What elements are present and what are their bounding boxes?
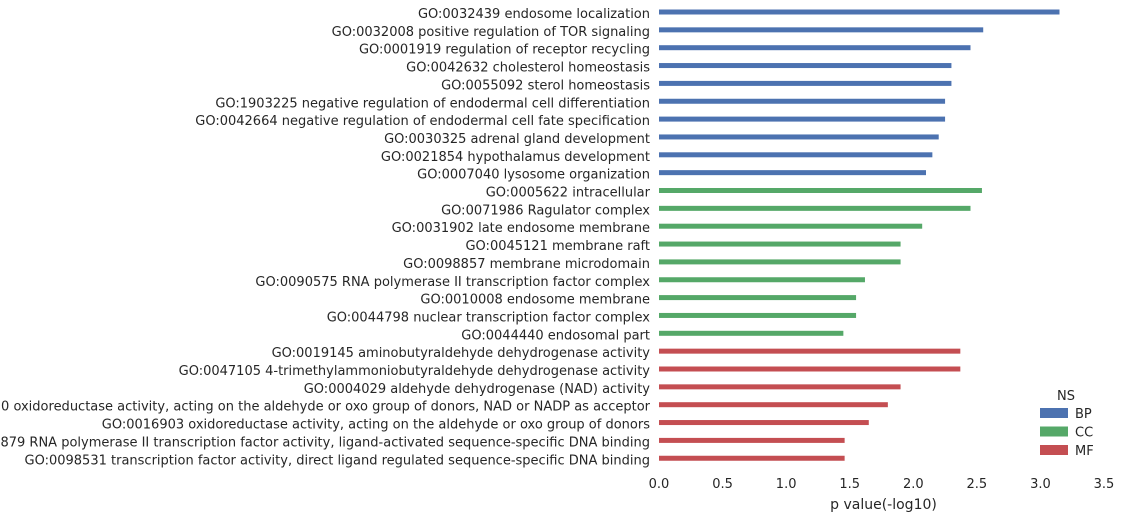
bar-cc-14 bbox=[659, 259, 901, 265]
bar-bp-4 bbox=[659, 80, 952, 86]
category-label: GO:0004879 RNA polymerase II transcripti… bbox=[0, 435, 650, 450]
legend-title: NS bbox=[1057, 389, 1075, 404]
category-label: GO:0007040 lysosome organization bbox=[417, 168, 650, 183]
category-label: GO:0010008 endosome membrane bbox=[420, 293, 650, 308]
category-label: GO:0045121 membrane raft bbox=[465, 239, 650, 254]
bar-cc-13 bbox=[659, 241, 901, 247]
legend-swatch-bp bbox=[1040, 408, 1068, 418]
x-tick-label: 2.0 bbox=[903, 477, 924, 492]
x-tick-label: 2.5 bbox=[967, 477, 988, 492]
category-label: GO:0071986 Ragulator complex bbox=[441, 203, 650, 218]
bar-bp-8 bbox=[659, 152, 933, 158]
bar-mf-25 bbox=[659, 455, 845, 461]
x-tick-label: 1.0 bbox=[776, 477, 797, 492]
bar-mf-19 bbox=[659, 348, 961, 354]
bar-cc-15 bbox=[659, 277, 865, 283]
category-label: GO:0098857 membrane microdomain bbox=[403, 257, 650, 272]
bar-bp-5 bbox=[659, 98, 946, 104]
bar-mf-22 bbox=[659, 402, 888, 408]
bar-mf-21 bbox=[659, 384, 901, 390]
bar-cc-16 bbox=[659, 295, 857, 301]
x-tick-label: 0.5 bbox=[712, 477, 733, 492]
category-label: GO:0016620 oxidoreductase activity, acti… bbox=[0, 400, 651, 415]
bar-bp-7 bbox=[659, 134, 939, 140]
bar-bp-9 bbox=[659, 170, 926, 176]
bar-bp-2 bbox=[659, 45, 971, 51]
category-label: GO:0021854 hypothalamus development bbox=[381, 150, 650, 165]
x-tick-label: 3.0 bbox=[1030, 477, 1051, 492]
bar-cc-10 bbox=[659, 188, 982, 193]
bar-bp-0 bbox=[659, 9, 1060, 15]
category-label: GO:0004029 aldehyde dehydrogenase (NAD) … bbox=[304, 382, 651, 397]
category-label: GO:0044440 endosomal part bbox=[461, 328, 650, 343]
x-tick-label: 1.5 bbox=[839, 477, 860, 492]
x-axis-ticks-group: 0.0 0.5 1.0 1.5 2.0 2.5 3.0 3.5 bbox=[649, 477, 1115, 492]
category-label: GO:0005622 intracellular bbox=[486, 186, 651, 201]
bar-cc-17 bbox=[659, 312, 857, 318]
category-label: GO:0055092 sterol homeostasis bbox=[441, 78, 650, 93]
bar-mf-24 bbox=[659, 437, 845, 443]
category-label: GO:0047105 4-trimethylammoniobutyraldehy… bbox=[179, 364, 651, 379]
legend: NS BP CC MF bbox=[1040, 389, 1094, 459]
bar-cc-12 bbox=[659, 223, 923, 229]
bars-group bbox=[659, 9, 1060, 461]
legend-label-bp: BP bbox=[1075, 407, 1092, 422]
category-label: GO:0090575 RNA polymerase II transcripti… bbox=[255, 275, 650, 290]
bar-bp-3 bbox=[659, 63, 952, 69]
category-label: GO:0030325 adrenal gland development bbox=[384, 132, 650, 147]
category-label: GO:0032008 positive regulation of TOR si… bbox=[332, 25, 650, 40]
category-label: GO:0042664 negative regulation of endode… bbox=[195, 114, 650, 129]
category-label: GO:0019145 aminobutyraldehyde dehydrogen… bbox=[272, 346, 651, 361]
category-label: GO:0044798 nuclear transcription factor … bbox=[327, 310, 651, 325]
bar-cc-11 bbox=[659, 205, 971, 211]
x-tick-label: 3.5 bbox=[1094, 477, 1115, 492]
category-label: GO:0098531 transcription factor activity… bbox=[25, 453, 650, 468]
bar-cc-18 bbox=[659, 330, 844, 336]
legend-swatch-cc bbox=[1040, 426, 1068, 437]
category-label: GO:0001919 regulation of receptor recycl… bbox=[359, 43, 650, 58]
category-label: GO:0032439 endosome localization bbox=[418, 7, 650, 22]
category-label: GO:0031902 late endosome membrane bbox=[392, 221, 650, 236]
legend-swatch-mf bbox=[1040, 445, 1068, 455]
x-tick-label: 0.0 bbox=[649, 477, 670, 492]
category-label: GO:0016903 oxidoreductase activity, acti… bbox=[102, 418, 650, 433]
bar-mf-20 bbox=[659, 366, 961, 372]
legend-label-cc: CC bbox=[1075, 426, 1093, 441]
x-axis-title: p value(-log10) bbox=[830, 497, 937, 513]
category-labels-group: GO:0032439 endosome localization GO:00320… bbox=[0, 7, 651, 468]
category-label: GO:1903225 negative regulation of endode… bbox=[215, 96, 650, 111]
legend-label-mf: MF bbox=[1075, 444, 1094, 459]
bar-bp-1 bbox=[659, 27, 984, 33]
bar-mf-23 bbox=[659, 420, 869, 426]
bar-bp-6 bbox=[659, 116, 946, 122]
category-label: GO:0042632 cholesterol homeostasis bbox=[406, 61, 650, 76]
